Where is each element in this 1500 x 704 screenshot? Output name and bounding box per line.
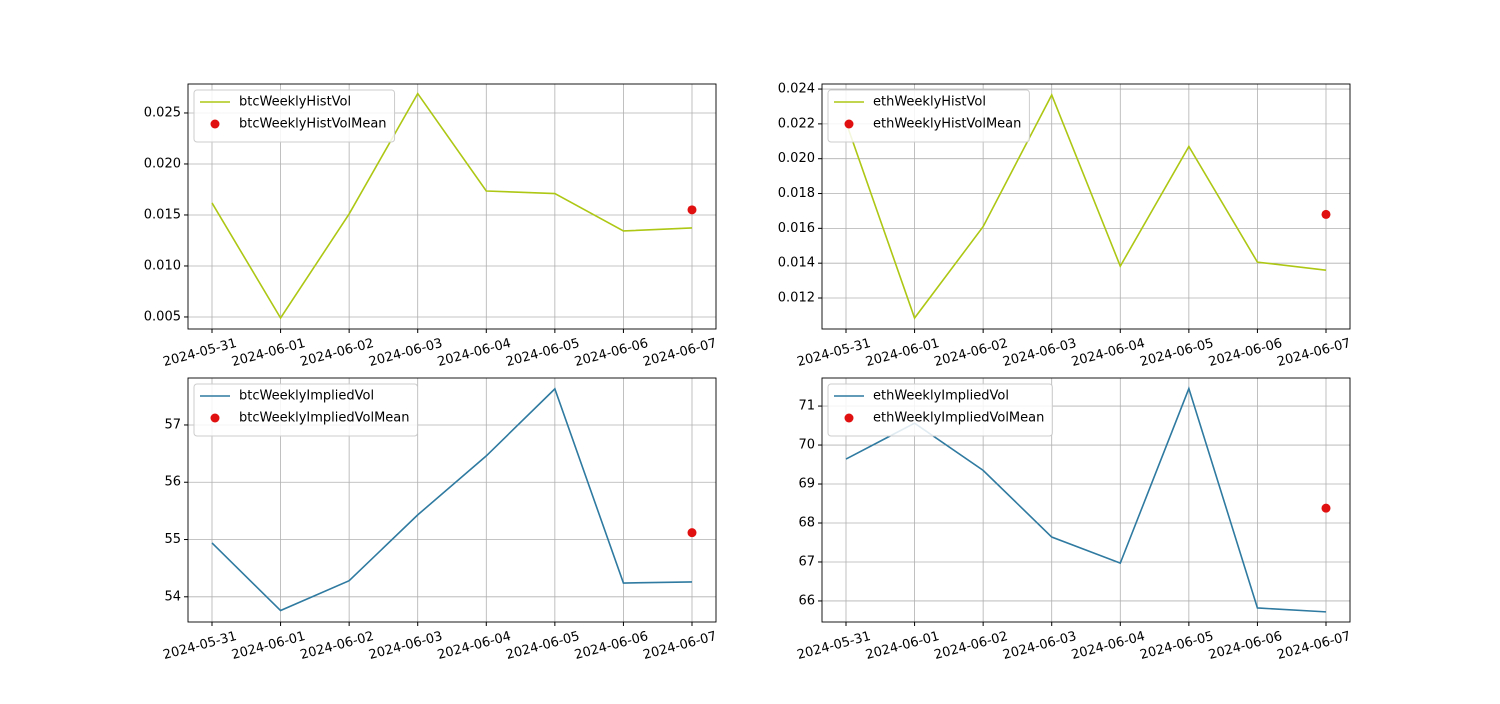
x-tick-label: 2024-06-05 xyxy=(504,629,581,663)
x-tick-label: 2024-06-01 xyxy=(864,629,941,663)
x-tick-label: 2024-06-01 xyxy=(230,336,307,370)
legend-box xyxy=(193,383,419,437)
y-tick-label: 0.014 xyxy=(778,256,815,271)
x-tick-label: 2024-06-07 xyxy=(1276,336,1353,370)
subplot: 2024-05-312024-06-012024-06-022024-06-03… xyxy=(778,82,1353,370)
x-tick-label: 2024-06-07 xyxy=(1276,629,1353,663)
x-tick-label: 2024-05-31 xyxy=(162,336,239,370)
x-tick-label: 2024-06-06 xyxy=(1207,336,1284,370)
y-tick-label: 0.020 xyxy=(778,151,815,166)
legend: btcWeeklyHistVol btcWeeklyHistVolMean xyxy=(193,89,396,143)
mean-point xyxy=(687,528,697,538)
legend-swatch xyxy=(844,119,854,129)
legend-label: ethWeeklyImpliedVol xyxy=(873,389,1009,404)
axes-frame xyxy=(187,377,717,623)
legend-swatch xyxy=(844,413,854,423)
legend-box xyxy=(193,89,396,143)
x-tick-label: 2024-05-31 xyxy=(162,629,239,663)
y-tick-label: 57 xyxy=(164,417,181,432)
y-tick-label: 0.015 xyxy=(144,207,181,222)
x-tick-label: 2024-06-01 xyxy=(864,336,941,370)
legend-swatch xyxy=(210,413,220,423)
subplot: 2024-05-312024-06-012024-06-022024-06-03… xyxy=(796,377,1353,663)
legend-label: ethWeeklyHistVolMean xyxy=(873,117,1021,132)
y-tick-label: 66 xyxy=(798,593,815,608)
x-tick-label: 2024-05-31 xyxy=(796,629,873,663)
x-tick-label: 2024-06-04 xyxy=(1070,336,1147,370)
x-tick-label: 2024-06-05 xyxy=(1138,629,1215,663)
x-tick-label: 2024-06-05 xyxy=(504,336,581,370)
y-tick-label: 0.016 xyxy=(778,221,815,236)
legend: btcWeeklyImpliedVol btcWeeklyImpliedVolMe… xyxy=(193,383,419,437)
subplot: 2024-05-312024-06-012024-06-022024-06-03… xyxy=(162,377,719,663)
x-tick-label: 2024-06-06 xyxy=(1207,629,1284,663)
legend-label: btcWeeklyImpliedVol xyxy=(239,389,374,404)
x-tick-label: 2024-06-01 xyxy=(230,629,307,663)
x-tick-label: 2024-06-04 xyxy=(436,336,513,370)
axes-frame xyxy=(821,377,1351,623)
x-tick-label: 2024-06-07 xyxy=(642,629,719,663)
y-tick-label: 54 xyxy=(164,589,181,604)
x-tick-label: 2024-06-07 xyxy=(642,336,719,370)
y-tick-label: 69 xyxy=(798,477,815,492)
y-tick-label: 0.005 xyxy=(144,309,181,324)
series-line xyxy=(845,93,1327,320)
y-tick-label: 0.024 xyxy=(778,82,815,97)
x-tick-label: 2024-06-04 xyxy=(1070,629,1147,663)
y-tick-label: 67 xyxy=(798,554,815,569)
legend-label: ethWeeklyImpliedVolMean xyxy=(873,411,1044,426)
y-tick-label: 0.018 xyxy=(778,186,815,201)
y-tick-label: 68 xyxy=(798,515,815,530)
x-tick-label: 2024-06-03 xyxy=(1001,629,1078,663)
mean-point xyxy=(687,205,697,215)
y-tick-label: 70 xyxy=(798,438,815,453)
subplot: 2024-05-312024-06-012024-06-022024-06-03… xyxy=(144,83,719,370)
axes-frame xyxy=(187,83,717,330)
legend-label: btcWeeklyImpliedVolMean xyxy=(239,411,410,426)
series-line xyxy=(211,387,693,612)
x-tick-label: 2024-06-03 xyxy=(367,629,444,663)
y-tick-label: 55 xyxy=(164,532,181,547)
y-tick-label: 56 xyxy=(164,475,181,490)
x-tick-label: 2024-06-06 xyxy=(573,629,650,663)
legend-label: ethWeeklyHistVol xyxy=(873,95,986,110)
legend: ethWeeklyImpliedVol ethWeeklyImpliedVolMe… xyxy=(827,383,1053,437)
legend-label: btcWeeklyHistVolMean xyxy=(239,117,387,132)
legend-box xyxy=(827,89,1030,143)
y-tick-label: 0.012 xyxy=(778,291,815,306)
axes-frame xyxy=(821,83,1351,330)
x-tick-label: 2024-06-02 xyxy=(933,629,1010,663)
x-tick-label: 2024-06-02 xyxy=(299,336,376,370)
x-tick-label: 2024-06-06 xyxy=(573,336,650,370)
x-tick-label: 2024-06-03 xyxy=(367,336,444,370)
legend-box xyxy=(827,383,1053,437)
x-tick-label: 2024-06-02 xyxy=(933,336,1010,370)
legend-swatch xyxy=(210,119,220,129)
x-tick-label: 2024-06-05 xyxy=(1138,336,1215,370)
y-tick-label: 0.025 xyxy=(144,105,181,120)
y-tick-label: 0.020 xyxy=(144,156,181,171)
legend-label: btcWeeklyHistVol xyxy=(239,95,351,110)
x-tick-label: 2024-06-03 xyxy=(1001,336,1078,370)
mean-point xyxy=(1321,503,1331,513)
y-tick-label: 0.010 xyxy=(144,258,181,273)
legend: ethWeeklyHistVol ethWeeklyHistVolMean xyxy=(827,89,1030,143)
x-tick-label: 2024-05-31 xyxy=(796,336,873,370)
x-tick-label: 2024-06-02 xyxy=(299,629,376,663)
x-tick-label: 2024-06-04 xyxy=(436,629,513,663)
y-tick-label: 0.022 xyxy=(778,116,815,131)
mean-point xyxy=(1321,209,1331,219)
y-tick-label: 71 xyxy=(798,399,815,414)
series-line xyxy=(211,92,693,320)
